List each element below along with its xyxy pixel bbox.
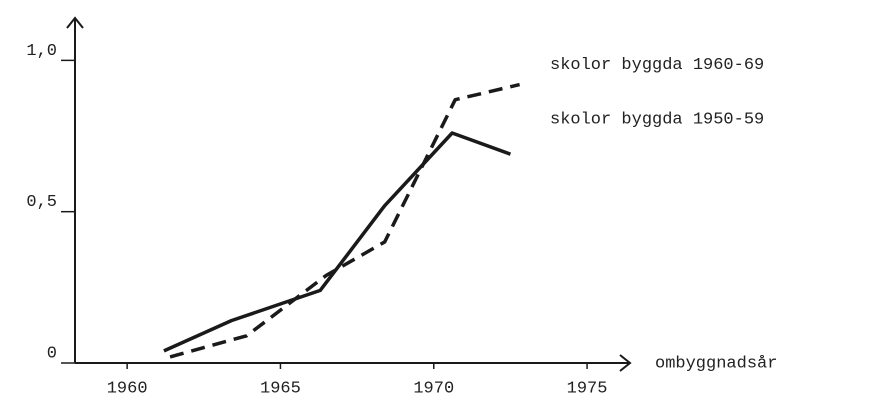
series-label: skolor byggda 1950-59 xyxy=(550,111,764,130)
y-tick-label: 0 xyxy=(47,344,57,363)
y-tick-label: 1,0 xyxy=(26,42,57,61)
x-tick-label: 1960 xyxy=(107,379,148,398)
y-axis-arrow xyxy=(66,16,84,29)
x-axis-label: ombyggnadsår xyxy=(655,354,777,373)
x-tick-label: 1970 xyxy=(413,379,454,398)
series-line xyxy=(169,82,521,359)
series-line xyxy=(163,131,512,353)
series-label: skolor byggda 1960-69 xyxy=(550,56,764,75)
y-tick-label: 0,5 xyxy=(26,193,57,212)
x-tick-label: 1965 xyxy=(260,379,301,398)
x-tick-label: 1975 xyxy=(567,379,608,398)
x-axis-arrow xyxy=(619,354,632,372)
